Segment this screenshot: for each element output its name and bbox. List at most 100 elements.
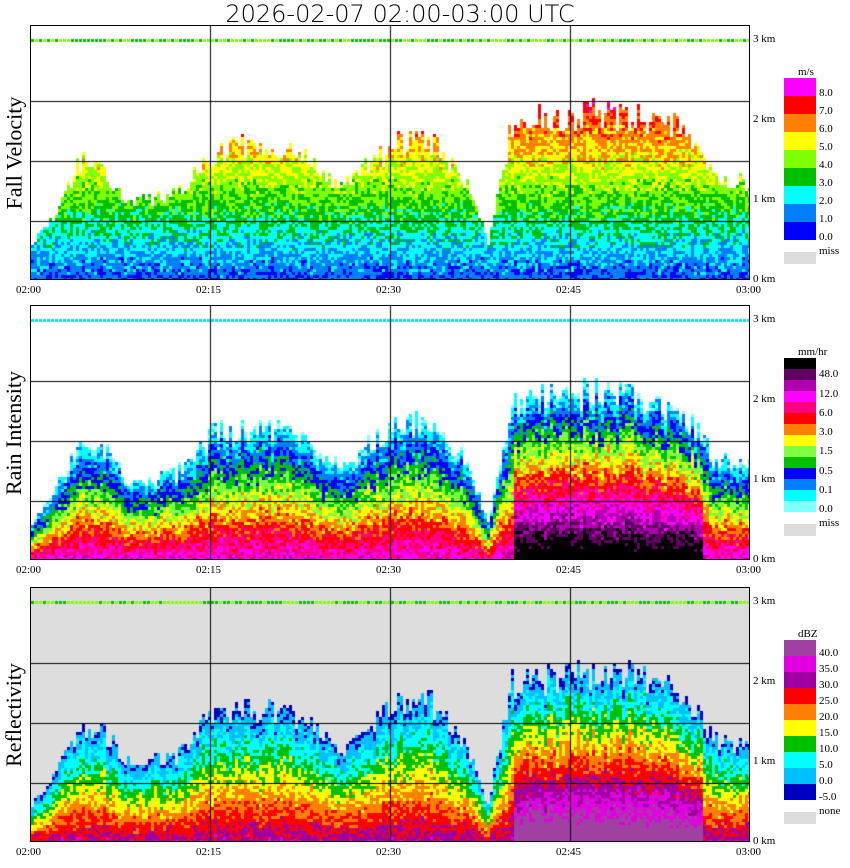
legend-label: 0.0 bbox=[819, 231, 833, 243]
x-tick-label: 02:00 bbox=[16, 564, 42, 576]
x-tick-label: 02:30 bbox=[376, 284, 402, 296]
legend-swatch bbox=[784, 424, 816, 435]
legend-missing-swatch bbox=[784, 812, 816, 824]
legend-label: 6.0 bbox=[819, 406, 833, 419]
legend-label: 10.0 bbox=[819, 743, 839, 755]
y-axis-title: Fall Velocity bbox=[0, 25, 28, 280]
km-tick-label: 0 km bbox=[753, 553, 776, 565]
legend-missing-label: miss bbox=[819, 245, 840, 257]
legend-swatch bbox=[784, 435, 816, 446]
legend-label: 5.0 bbox=[819, 759, 833, 771]
legend-swatch bbox=[784, 720, 816, 736]
legend-label: 3.0 bbox=[819, 177, 833, 189]
legend-label: 6.0 bbox=[819, 123, 833, 135]
heatmap-canvas bbox=[31, 26, 749, 279]
legend-unit: dBZ bbox=[798, 628, 818, 640]
legend-label: 7.0 bbox=[819, 105, 833, 117]
plot-area bbox=[30, 305, 750, 560]
x-tick-label: 02:15 bbox=[196, 564, 222, 576]
legend-label: 35.0 bbox=[819, 663, 839, 675]
km-tick-label: 1 km bbox=[753, 755, 776, 767]
legend-label: 1.5 bbox=[819, 445, 833, 458]
legend-swatch bbox=[784, 358, 816, 369]
panel-reflectivity: Reflectivity 0 km 1 km 2 km 3 km 02:00 02:15 0… bbox=[0, 587, 850, 867]
legend-missing-swatch bbox=[784, 252, 816, 264]
y-axis-title: Rain Intensity bbox=[0, 305, 28, 560]
legend-swatch bbox=[784, 468, 816, 479]
x-tick-label: 02:30 bbox=[376, 846, 402, 858]
x-tick-label: 02:45 bbox=[556, 846, 582, 858]
legend-swatch bbox=[784, 752, 816, 768]
legend-swatch bbox=[784, 457, 816, 468]
legend-label: 20.0 bbox=[819, 711, 839, 723]
legend-swatch bbox=[784, 391, 816, 402]
legend-swatch bbox=[784, 479, 816, 490]
legend-swatch bbox=[784, 402, 816, 413]
legend-swatch bbox=[784, 222, 816, 240]
km-tick-label: 0 km bbox=[753, 835, 776, 847]
heatmap-canvas bbox=[31, 306, 749, 559]
legend-swatch bbox=[784, 78, 816, 96]
legend-label: 4.0 bbox=[819, 159, 833, 171]
legend-label: 0.0 bbox=[819, 503, 833, 515]
legend-unit: m/s bbox=[798, 66, 814, 78]
km-tick-label: 2 km bbox=[753, 675, 776, 687]
x-tick-label: 02:15 bbox=[196, 284, 222, 296]
legend-swatch bbox=[784, 369, 816, 380]
km-tick-label: 1 km bbox=[753, 473, 776, 485]
legend-label: 5.0 bbox=[819, 141, 833, 153]
plot-area bbox=[30, 587, 750, 842]
legend-label: 0.1 bbox=[819, 483, 833, 496]
legend-label: 30.0 bbox=[819, 679, 839, 691]
legend-label: -5.0 bbox=[819, 791, 837, 803]
legend-swatch bbox=[784, 114, 816, 132]
legend-swatch bbox=[784, 96, 816, 114]
km-tick-label: 3 km bbox=[753, 313, 776, 325]
legend-unit: mm/hr bbox=[798, 346, 828, 358]
panel-fall-velocity: Fall Velocity 0 km 1 km 2 km 3 km 02:00 02:15… bbox=[0, 25, 850, 305]
legend-swatch bbox=[784, 168, 816, 186]
km-tick-label: 2 km bbox=[753, 393, 776, 405]
legend-label: 2.0 bbox=[819, 195, 833, 207]
legend-label: 40.0 bbox=[819, 647, 839, 659]
legend-swatch bbox=[784, 656, 816, 672]
plot-area bbox=[30, 25, 750, 280]
heatmap-canvas bbox=[31, 588, 749, 841]
legend-swatch bbox=[784, 768, 816, 784]
legend-swatch bbox=[784, 380, 816, 391]
km-tick-label: 0 km bbox=[753, 273, 776, 285]
legend-swatch bbox=[784, 784, 816, 800]
legend-swatch bbox=[784, 150, 816, 168]
legend-label: 12.0 bbox=[819, 387, 839, 400]
legend-swatch bbox=[784, 736, 816, 752]
x-tick-label: 02:45 bbox=[556, 564, 582, 576]
legend-label: 8.0 bbox=[819, 87, 833, 99]
legend-swatch bbox=[784, 204, 816, 222]
panel-title: Reflectivity bbox=[1, 662, 27, 767]
legend-label: 0.0 bbox=[819, 775, 833, 787]
legend-label: 3.0 bbox=[819, 426, 833, 438]
legend-label: 15.0 bbox=[819, 727, 839, 739]
x-tick-label: 02:45 bbox=[556, 284, 582, 296]
legend-swatch bbox=[784, 501, 816, 512]
legend-label: 0.5 bbox=[819, 464, 833, 477]
legend-swatch bbox=[784, 688, 816, 704]
legend-swatch bbox=[784, 186, 816, 204]
x-tick-label: 03:00 bbox=[736, 846, 762, 858]
legend-missing-swatch bbox=[784, 524, 816, 536]
legend-swatch bbox=[784, 640, 816, 656]
km-tick-label: 3 km bbox=[753, 33, 776, 45]
x-tick-label: 02:00 bbox=[16, 284, 42, 296]
chart-title: 2026-02-07 02:00-03:00 UTC bbox=[225, 0, 575, 28]
km-tick-label: 3 km bbox=[753, 595, 776, 607]
legend-swatch bbox=[784, 704, 816, 720]
y-axis-title: Reflectivity bbox=[0, 587, 28, 842]
legend-label: 1.0 bbox=[819, 213, 833, 225]
legend-label: 48.0 bbox=[819, 368, 839, 381]
x-tick-label: 02:15 bbox=[196, 846, 222, 858]
legend-label: 25.0 bbox=[819, 695, 839, 707]
x-tick-label: 03:00 bbox=[736, 284, 762, 296]
legend-missing-label: none bbox=[819, 805, 841, 817]
legend-swatch bbox=[784, 132, 816, 150]
legend-swatch bbox=[784, 446, 816, 457]
